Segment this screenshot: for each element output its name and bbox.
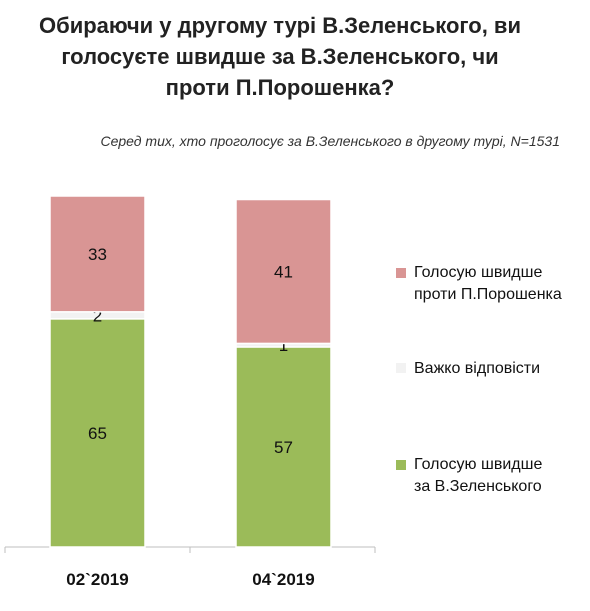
title-line-1: Обираючи у другому турі В.Зеленського, в…: [39, 13, 521, 38]
data-label-against: 33: [88, 245, 107, 264]
legend-label-hard: Важко відповісти: [414, 360, 541, 377]
x-tick-label: 04`2019: [252, 570, 314, 589]
legend-label-for-2: за В.Зеленського: [414, 478, 542, 495]
data-label-hard: 2: [93, 306, 102, 325]
legend-swatch-hard: [396, 363, 406, 373]
data-label-hard: 1: [279, 336, 288, 355]
data-label-for: 57: [274, 438, 293, 457]
chart-subtitle: Серед тих, хто проголосує за В.Зеленсько…: [100, 133, 560, 149]
legend-swatch-for: [396, 460, 406, 470]
data-label-against: 41: [274, 262, 293, 281]
legend-item-hard: Важко відповісти: [396, 358, 586, 382]
legend-item-against: Голосую швидше проти П.Порошенка: [396, 262, 586, 310]
legend-label-against-1: Голосую швидше: [414, 264, 543, 281]
data-label-for: 65: [88, 424, 107, 443]
bar-segment-for: [235, 346, 332, 548]
bar-segment-for: [49, 318, 146, 548]
x-tick-label: 02`2019: [66, 570, 128, 589]
legend-label-against-2: проти П.Порошенка: [414, 286, 562, 303]
title-line-3: проти П.Порошенка?: [165, 75, 395, 100]
bar-segment-against: [49, 195, 146, 313]
legend-swatch-against: [396, 268, 406, 278]
legend-item-for: Голосую швидше за В.Зеленського: [396, 454, 586, 502]
chart-title: Обираючи у другому турі В.Зеленського, в…: [0, 10, 560, 103]
legend-label-for-1: Голосую швидше: [414, 456, 543, 473]
title-line-2: голосуєте швидше за В.Зеленського, чи: [61, 44, 499, 69]
bar-segment-against: [235, 198, 332, 345]
